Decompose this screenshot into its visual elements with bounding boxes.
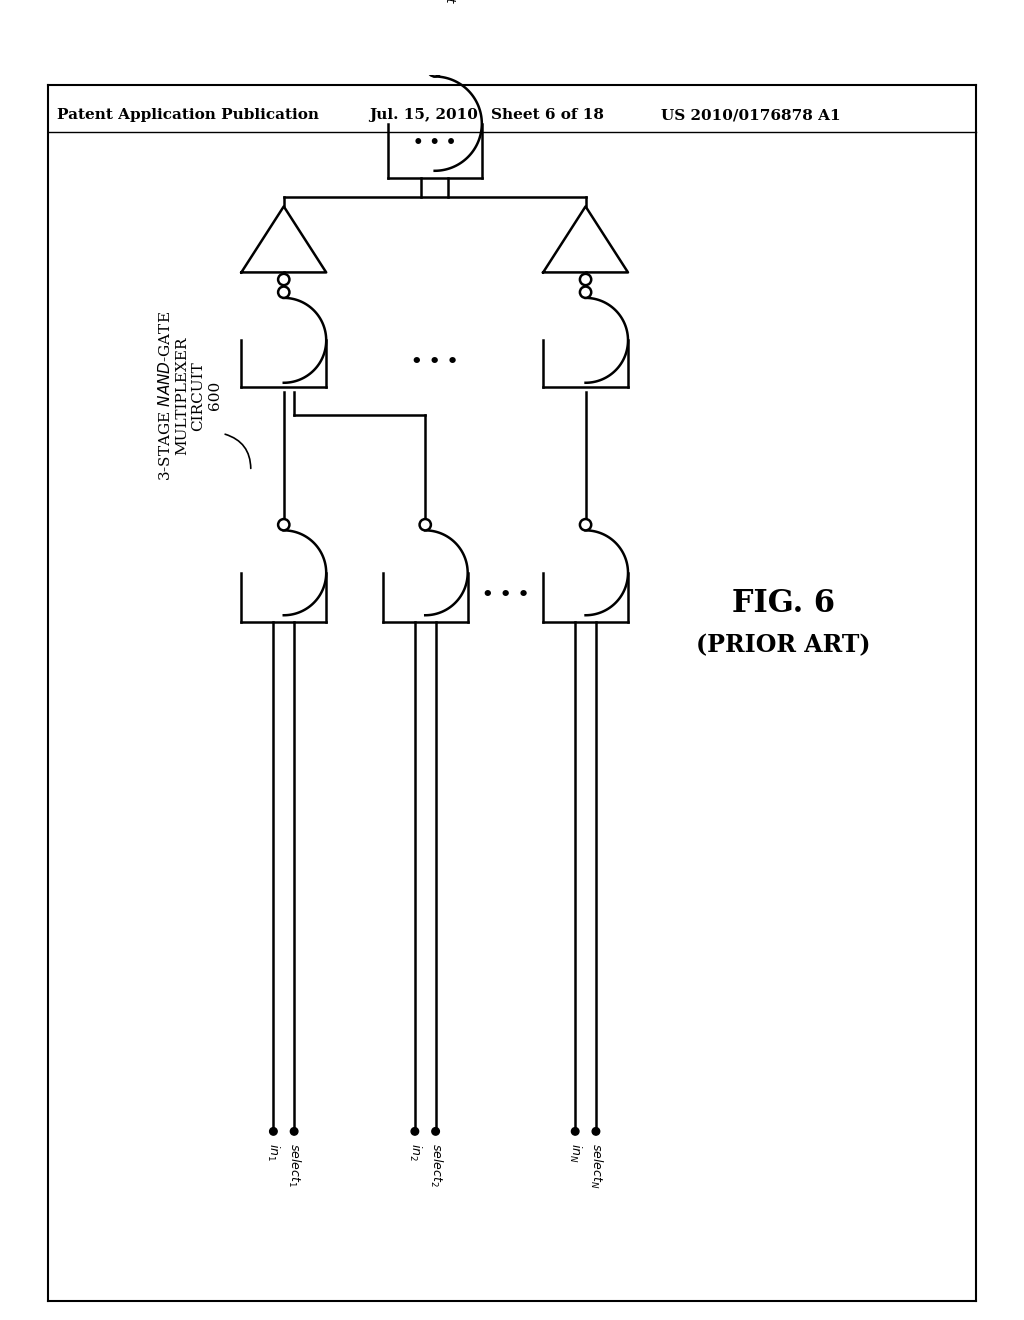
Text: $select_2$: $select_2$ [428, 1143, 443, 1187]
Text: $in_2$: $in_2$ [407, 1143, 423, 1160]
Circle shape [432, 1127, 439, 1135]
Text: • • •: • • • [413, 135, 457, 152]
Text: US 2010/0176878 A1: US 2010/0176878 A1 [662, 108, 841, 121]
Circle shape [580, 273, 591, 285]
Circle shape [279, 273, 290, 285]
Circle shape [580, 286, 591, 298]
Text: • • •: • • • [411, 352, 459, 371]
Circle shape [279, 286, 290, 298]
Text: • • •: • • • [481, 586, 529, 605]
Circle shape [291, 1127, 298, 1135]
Circle shape [420, 519, 431, 531]
Text: Jul. 15, 2010: Jul. 15, 2010 [369, 108, 477, 121]
Circle shape [269, 1127, 278, 1135]
Text: $select_N$: $select_N$ [588, 1143, 604, 1188]
Text: Sheet 6 of 18: Sheet 6 of 18 [492, 108, 604, 121]
Circle shape [279, 519, 290, 531]
Circle shape [428, 63, 441, 77]
Text: (PRIOR ART): (PRIOR ART) [696, 634, 870, 657]
Circle shape [571, 1127, 579, 1135]
Text: $in_N$: $in_N$ [567, 1143, 584, 1163]
Circle shape [580, 519, 591, 531]
Circle shape [592, 1127, 600, 1135]
Text: out: out [442, 0, 456, 4]
Circle shape [411, 1127, 419, 1135]
Text: Patent Application Publication: Patent Application Publication [57, 108, 319, 121]
Text: FIG. 6: FIG. 6 [732, 587, 836, 619]
Text: 3-STAGE $\mathit{NAND}$-GATE
MULTIPLEXER
CIRCUIT
600: 3-STAGE $\mathit{NAND}$-GATE MULTIPLEXER… [157, 310, 222, 480]
Text: $select_1$: $select_1$ [286, 1143, 302, 1187]
Text: $in_1$: $in_1$ [265, 1143, 282, 1160]
